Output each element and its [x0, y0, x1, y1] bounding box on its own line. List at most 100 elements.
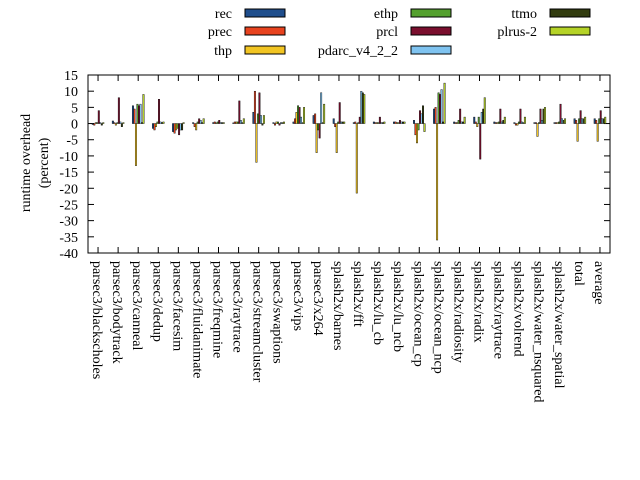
bar-thp	[516, 123, 519, 126]
y-tick-label: -25	[59, 198, 78, 213]
bar-thp	[496, 122, 499, 124]
x-tick-label: parsec3/bodytrack	[109, 261, 124, 364]
bar-plrus-2	[544, 107, 546, 124]
bar-prec	[575, 120, 578, 124]
bar-ethp	[477, 116, 480, 124]
bar-ttmo	[241, 122, 244, 124]
bar-prcl	[479, 123, 482, 160]
x-tick-label: splash2x/barnes	[330, 261, 345, 350]
x-tick-label: parsec3/canneal	[129, 261, 144, 350]
bar-rec	[272, 122, 275, 124]
bar-thp	[436, 123, 439, 241]
bar-ethp	[256, 113, 259, 124]
bar-ttmo	[140, 122, 143, 124]
bar-rec	[413, 120, 415, 124]
y-tick-label: 0	[71, 118, 78, 133]
x-tick-label: parsec3/x264	[310, 261, 325, 336]
bar-thp	[134, 123, 137, 166]
bar-thp	[255, 123, 258, 163]
bar-ethp	[558, 121, 561, 124]
bar-ethp	[277, 121, 279, 124]
bar-ethp	[176, 123, 179, 129]
bar-prec	[374, 122, 377, 124]
y-tick-label: -35	[59, 231, 78, 246]
bar-rec	[312, 115, 315, 124]
bar-pdarc_v4_2_2	[280, 122, 282, 124]
x-tick-label: parsec3/dedup	[149, 261, 164, 342]
bar-plrus-2	[483, 97, 486, 124]
bar-prec	[474, 121, 477, 124]
bar-ethp	[317, 123, 320, 131]
plot-frame	[87, 74, 611, 254]
bar-ttmo	[161, 122, 163, 124]
y-axis-label: runtime overhead	[19, 114, 34, 212]
x-tick-label: splash2x/ocean_cp	[410, 261, 425, 367]
bar-prec	[233, 121, 236, 124]
bar-prec	[535, 122, 537, 124]
bar-pdarc_v4_2_2	[420, 113, 423, 124]
bar-ttmo	[181, 123, 184, 131]
x-tick-label: total	[571, 261, 586, 286]
bar-ethp	[136, 103, 139, 124]
bars	[91, 75, 607, 253]
bar-ttmo	[422, 105, 424, 124]
legend-label: thp	[214, 44, 232, 59]
bar-ttmo	[321, 122, 324, 124]
bar-pdarc_v4_2_2	[159, 121, 162, 124]
bar-prec	[113, 122, 116, 124]
legend-swatch-ethp	[410, 8, 452, 18]
bar-ethp	[236, 121, 239, 124]
bar-rec	[332, 118, 335, 124]
bar-prec	[274, 123, 276, 126]
bar-plrus-2	[182, 122, 185, 124]
bar-ethp	[538, 122, 540, 124]
bar-thp	[195, 123, 198, 131]
bar-thp	[416, 123, 418, 144]
bar-ethp	[417, 123, 420, 131]
bar-plrus-2	[463, 116, 466, 124]
bar-prec	[434, 107, 437, 124]
bar-thp	[155, 123, 157, 127]
bar-prec	[253, 90, 256, 124]
bar-thp	[596, 123, 599, 142]
bar-prcl	[178, 123, 181, 136]
legend-label: ttmo	[511, 7, 537, 22]
bar-plrus-2	[162, 121, 165, 124]
bar-plrus-2	[443, 82, 446, 124]
bar-pdarc_v4_2_2	[179, 123, 182, 131]
bar-prec	[394, 121, 397, 124]
x-axis-ticks: parsec3/blackscholes parsec3/bodytrack par…	[89, 261, 606, 403]
bar-prec	[595, 120, 598, 124]
bar-thp	[175, 123, 178, 131]
bar-ttmo	[442, 121, 445, 124]
bar-ethp	[578, 118, 581, 124]
legend-swatch-thp	[244, 45, 286, 55]
x-tick-label: parsec3/swaptions	[270, 261, 285, 364]
bar-plrus-2	[383, 121, 386, 124]
bar-plrus-2	[262, 115, 265, 124]
bar-rec	[352, 122, 355, 124]
bar-prcl	[137, 105, 140, 124]
bar-prcl	[298, 107, 301, 124]
bar-pdarc_v4_2_2	[500, 121, 503, 124]
x-tick-label: splash2x/fft	[350, 261, 365, 327]
bar-ttmo	[341, 121, 344, 124]
bar-thp	[355, 123, 358, 194]
legend-swatch-prcl	[410, 26, 452, 36]
bar-plrus-2	[503, 116, 506, 124]
y-tick-label: -30	[59, 215, 78, 230]
bar-ttmo	[100, 123, 103, 126]
bar-rec	[372, 121, 375, 124]
bar-ethp	[216, 121, 219, 124]
bar-prec	[354, 121, 357, 124]
bar-ttmo	[120, 123, 123, 127]
bar-plrus-2	[303, 107, 306, 124]
legend-swatch-prec	[244, 26, 286, 36]
bar-pdarc_v4_2_2	[440, 89, 443, 124]
x-tick-label: parsec3/raytrace	[230, 261, 245, 353]
bar-ttmo	[221, 122, 224, 124]
bar-pdarc_v4_2_2	[581, 118, 584, 124]
bar-prec	[294, 118, 297, 124]
x-tick-label: average	[591, 261, 606, 305]
bar-prec	[414, 123, 417, 136]
